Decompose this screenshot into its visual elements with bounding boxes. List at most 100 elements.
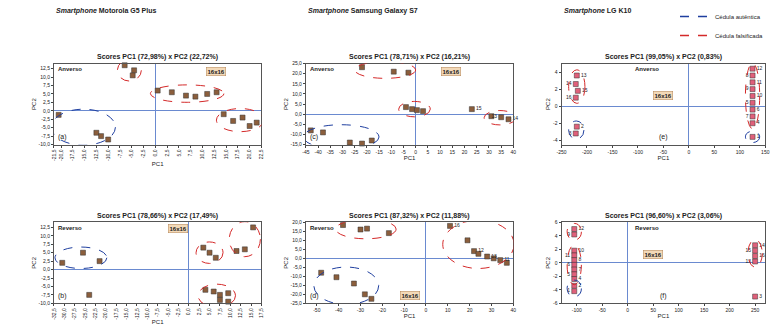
svg-text:5: 5: [567, 271, 570, 277]
svg-text:20,0: 20,0: [292, 219, 302, 225]
svg-text:PC2: PC2: [545, 98, 551, 110]
svg-text:Scores PC1 (96,60%) x PC2 (3,0: Scores PC1 (96,60%) x PC2 (3,06%): [605, 212, 722, 220]
svg-text:-200: -200: [582, 149, 592, 155]
svg-text:6: 6: [555, 219, 558, 225]
svg-text:5,0: 5,0: [206, 308, 212, 315]
svg-text:PC1: PC1: [404, 313, 416, 319]
svg-text:25,0: 25,0: [292, 60, 302, 66]
svg-text:250: 250: [751, 307, 760, 313]
svg-text:16x16: 16x16: [655, 93, 672, 99]
svg-text:-2,5: -2,5: [41, 116, 50, 122]
svg-text:17,5: 17,5: [258, 308, 264, 318]
svg-text:0: 0: [555, 260, 558, 266]
svg-text:-5,0: -5,0: [41, 283, 50, 289]
svg-text:PC2: PC2: [31, 98, 37, 110]
svg-text:4: 4: [757, 119, 760, 125]
svg-text:15: 15: [745, 247, 751, 253]
svg-text:11: 11: [504, 256, 509, 262]
svg-text:Scores PC1 (99,05%) x PC2 (0,8: Scores PC1 (99,05%) x PC2 (0,83%): [605, 53, 722, 61]
svg-text:5: 5: [427, 149, 430, 155]
svg-text:-40: -40: [335, 307, 342, 313]
svg-text:-4: -4: [553, 137, 558, 143]
svg-text:-10,0: -10,0: [39, 141, 51, 147]
svg-text:0: 0: [414, 149, 417, 155]
svg-text:14: 14: [759, 242, 765, 248]
svg-text:-10,0: -10,0: [39, 300, 51, 306]
svg-text:-15,0: -15,0: [290, 282, 302, 288]
svg-text:-2: -2: [553, 120, 558, 126]
svg-text:-30: -30: [339, 149, 346, 155]
svg-text:2,5: 2,5: [196, 308, 202, 315]
svg-text:16x16: 16x16: [208, 69, 225, 75]
svg-text:-17,5: -17,5: [69, 149, 75, 161]
svg-text:-50: -50: [660, 149, 667, 155]
svg-text:PC1: PC1: [658, 155, 670, 161]
svg-text:(b): (b): [58, 292, 67, 300]
svg-text:10: 10: [757, 92, 763, 98]
svg-text:-15: -15: [375, 149, 382, 155]
svg-text:25: 25: [474, 149, 480, 155]
svg-text:11: 11: [757, 79, 762, 85]
svg-text:-10,0: -10,0: [290, 131, 302, 137]
svg-text:7: 7: [746, 113, 749, 119]
svg-text:10,0: 10,0: [40, 233, 50, 239]
svg-text:Anverso: Anverso: [310, 66, 334, 72]
svg-text:Cédula autêntica: Cédula autêntica: [715, 14, 761, 20]
svg-text:2,5: 2,5: [164, 149, 170, 156]
svg-text:12: 12: [757, 65, 763, 71]
svg-text:(c): (c): [310, 133, 318, 141]
svg-text:100: 100: [675, 307, 684, 313]
svg-text:-50: -50: [313, 307, 320, 313]
svg-text:-10,0: -10,0: [105, 149, 111, 161]
svg-text:2: 2: [581, 123, 584, 129]
svg-text:16: 16: [566, 94, 572, 100]
svg-text:-27,5: -27,5: [71, 308, 77, 320]
svg-text:13: 13: [581, 72, 587, 78]
svg-text:7,5: 7,5: [217, 308, 223, 315]
svg-text:(d): (d): [310, 292, 319, 300]
svg-text:(f): (f): [660, 292, 667, 300]
svg-text:5: 5: [746, 99, 749, 105]
svg-text:-22,5: -22,5: [92, 308, 98, 320]
svg-text:4: 4: [555, 69, 558, 75]
svg-text:12,5: 12,5: [40, 65, 50, 71]
svg-text:2: 2: [578, 282, 581, 288]
svg-text:0,0: 0,0: [295, 255, 302, 261]
svg-text:10,0: 10,0: [292, 237, 302, 243]
svg-text:Scores PC1 (78,71%) x PC2 (16,: Scores PC1 (78,71%) x PC2 (16,21%): [349, 53, 470, 61]
svg-text:22,5: 22,5: [258, 149, 264, 159]
svg-text:6: 6: [757, 106, 760, 112]
svg-text:-10,0: -10,0: [290, 273, 302, 279]
svg-text:35: 35: [498, 149, 504, 155]
svg-text:50: 50: [650, 307, 656, 313]
svg-text:6: 6: [567, 261, 570, 267]
svg-text:-5,0: -5,0: [293, 121, 302, 127]
svg-text:-10,0: -10,0: [144, 308, 150, 320]
svg-text:1: 1: [567, 287, 570, 293]
svg-text:150: 150: [700, 307, 709, 313]
svg-text:-10: -10: [401, 307, 408, 313]
svg-text:-25,0: -25,0: [290, 300, 302, 306]
svg-text:0,0: 0,0: [43, 266, 50, 272]
svg-text:-7,5: -7,5: [117, 149, 123, 158]
svg-text:-5,0: -5,0: [293, 264, 302, 270]
svg-text:5,0: 5,0: [295, 246, 302, 252]
svg-text:PC2: PC2: [545, 256, 551, 268]
svg-text:-40: -40: [314, 149, 321, 155]
svg-text:-30: -30: [357, 307, 364, 313]
svg-text:Scores PC1 (87,32%) x PC2 (11,: Scores PC1 (87,32%) x PC2 (11,88%): [349, 212, 470, 220]
svg-text:0: 0: [555, 103, 558, 109]
svg-text:15,0: 15,0: [223, 149, 229, 159]
svg-text:7,5: 7,5: [187, 149, 193, 156]
svg-text:-100: -100: [633, 149, 643, 155]
svg-text:-45: -45: [302, 149, 309, 155]
svg-text:Smartphone Motorola G5 Plus: Smartphone Motorola G5 Plus: [56, 7, 156, 15]
svg-text:Cédula falsificada: Cédula falsificada: [715, 33, 763, 39]
svg-text:20,0: 20,0: [246, 149, 252, 159]
svg-text:17,5: 17,5: [234, 149, 240, 159]
svg-text:-150: -150: [607, 149, 617, 155]
svg-text:-5,0: -5,0: [165, 308, 171, 317]
svg-text:PC1: PC1: [404, 155, 416, 161]
svg-text:-2,5: -2,5: [175, 308, 181, 317]
svg-text:5,0: 5,0: [43, 249, 50, 255]
